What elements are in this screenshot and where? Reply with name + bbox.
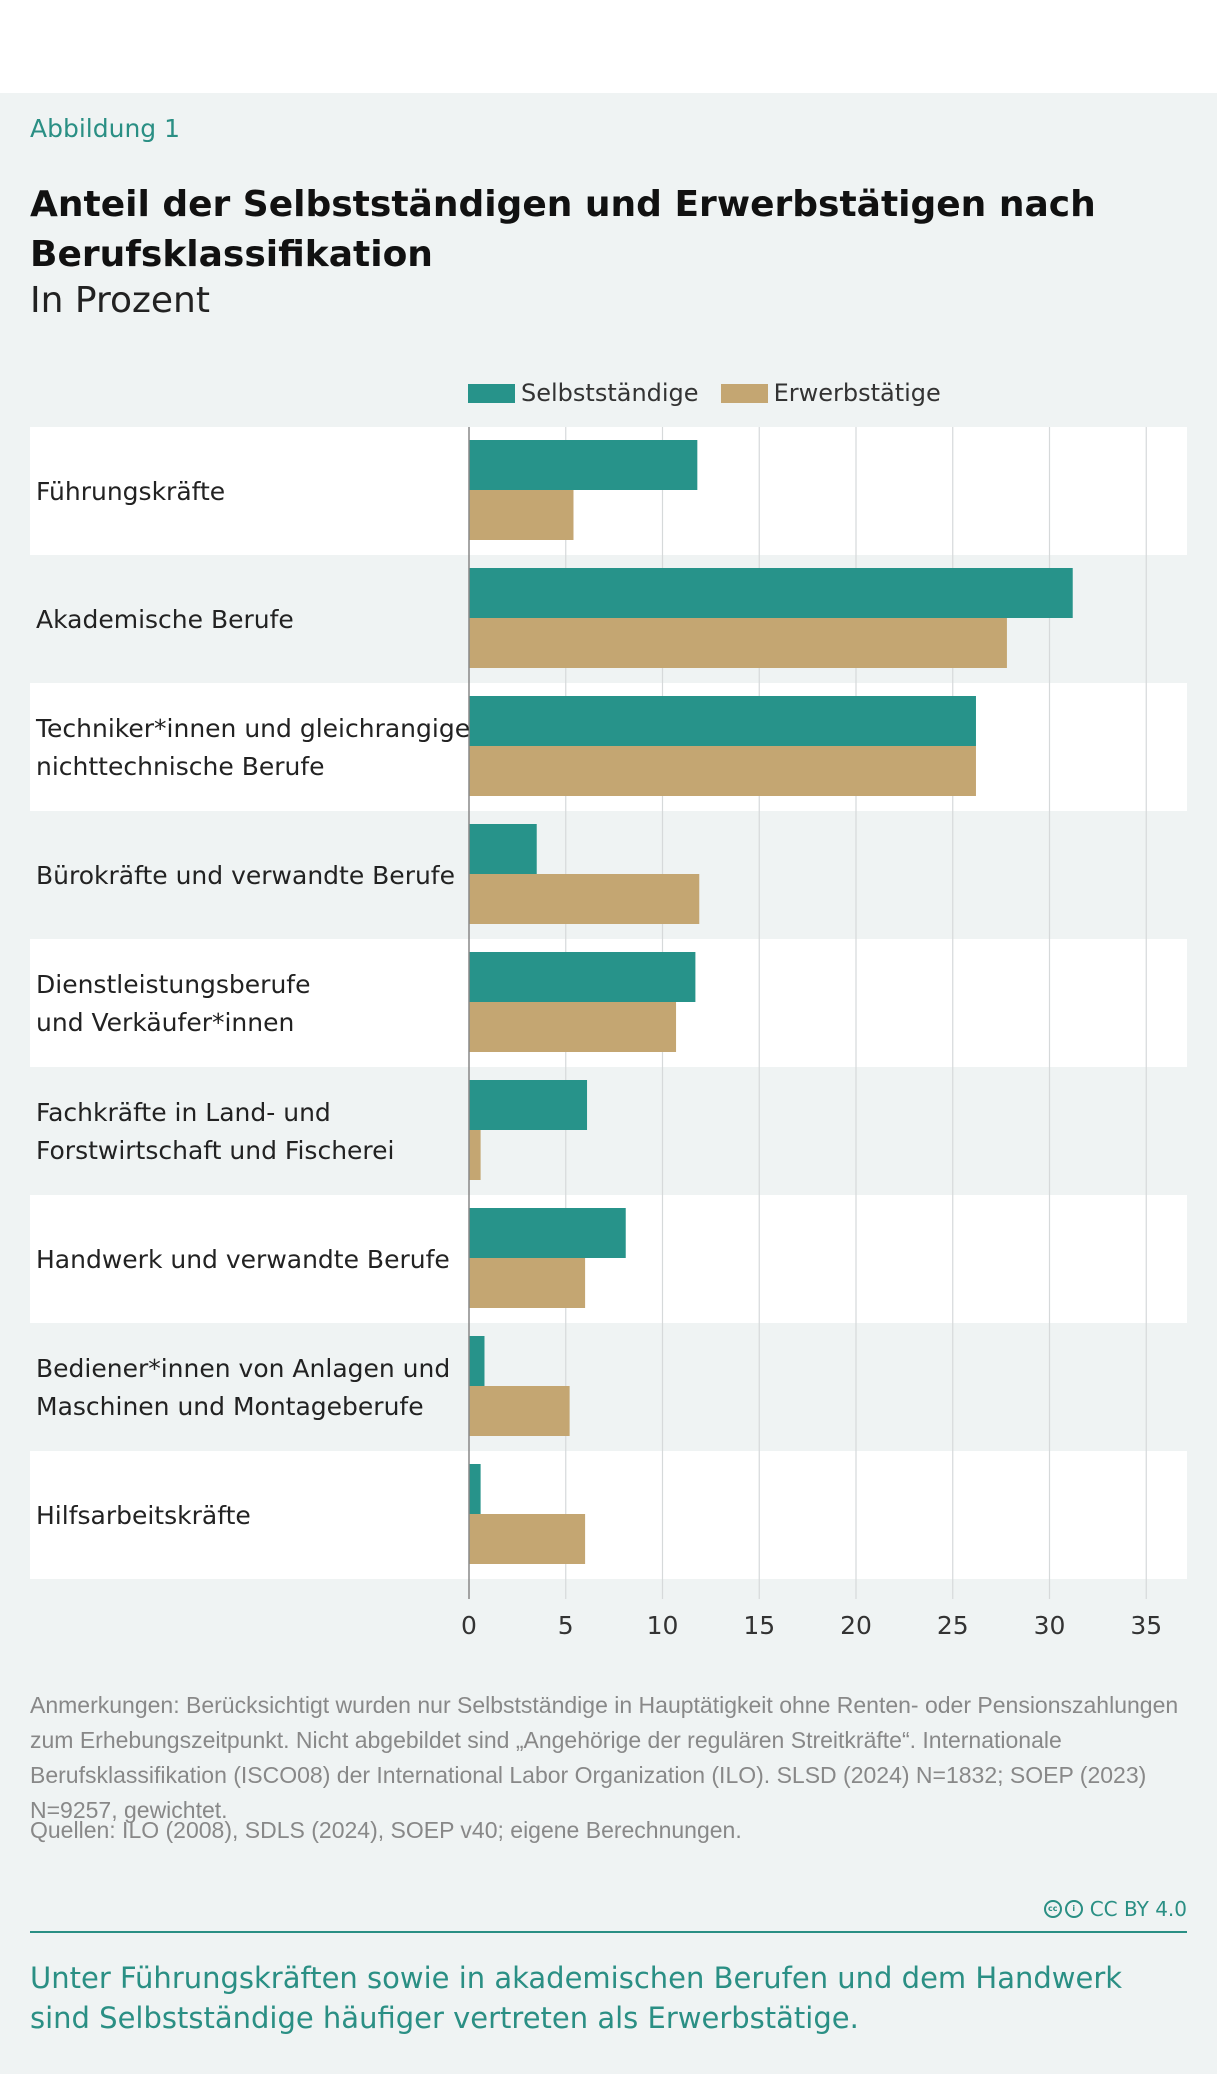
- category-label: Forstwirtschaft und Fischerei: [36, 1136, 394, 1165]
- divider: [30, 1931, 1187, 1933]
- chart-notes: Anmerkungen: Berücksichtigt wurden nur S…: [30, 1692, 1179, 1823]
- bar-erwerbstaetige: [469, 1002, 677, 1052]
- bar-selbststaendige: [469, 1464, 481, 1514]
- x-tick-label: 20: [840, 1611, 872, 1640]
- bar-chart: Führungskräfte Akademische Berufe Technike…: [30, 427, 1187, 1640]
- category-label: Techniker*innen und gleichrangige: [35, 714, 470, 743]
- legend-item-erwerbstaetige: Erwerbstätige: [720, 379, 941, 407]
- category-label: Führungskräfte: [36, 477, 225, 506]
- category-label: Bürokräfte und verwandte Berufe: [36, 861, 455, 890]
- bar-erwerbstaetige: [469, 618, 1007, 668]
- license-badge: cc i CC BY 4.0: [1043, 1897, 1187, 1921]
- bar-erwerbstaetige: [469, 874, 700, 924]
- legend-swatch-erwerbstaetige: [720, 383, 768, 403]
- legend-item-selbststaendige: Selbstständige: [468, 379, 699, 407]
- bar-selbststaendige: [469, 824, 537, 874]
- x-tick-label: 0: [461, 1611, 477, 1640]
- bar-selbststaendige: [469, 440, 698, 490]
- category-label: Hilfsarbeitskräfte: [36, 1501, 251, 1530]
- x-tick-label: 10: [647, 1611, 679, 1640]
- category-band: [30, 1067, 1187, 1195]
- legend-label-selbststaendige: Selbstständige: [521, 379, 699, 407]
- bar-selbststaendige: [469, 1336, 485, 1386]
- bar-erwerbstaetige: [469, 1258, 586, 1308]
- bar-selbststaendige: [469, 1080, 588, 1130]
- bar-selbststaendige: [469, 1208, 626, 1258]
- category-label: Handwerk und verwandte Berufe: [36, 1245, 450, 1274]
- x-tick-label: 15: [743, 1611, 775, 1640]
- bar-erwerbstaetige: [469, 1514, 586, 1564]
- legend-label-erwerbstaetige: Erwerbstätige: [773, 379, 941, 407]
- chart-sources: Quellen: ILO (2008), SDLS (2024), SOEP v…: [30, 1817, 742, 1843]
- category-band: [30, 1451, 1187, 1579]
- bar-selbststaendige: [469, 696, 976, 746]
- cc-icon: cc: [1043, 1900, 1062, 1918]
- x-tick-label: 30: [1034, 1611, 1066, 1640]
- figure-label: Abbildung 1: [30, 114, 181, 143]
- attribution-icon: i: [1064, 1900, 1083, 1918]
- x-tick-label: 35: [1130, 1611, 1162, 1640]
- license-text: CC BY 4.0: [1089, 1897, 1187, 1921]
- category-label: Dienstleistungsberufe: [36, 970, 311, 999]
- chart-takeaway: Unter Führungskräften sowie in akademisc…: [30, 1961, 1123, 2035]
- category-label: Bediener*innen von Anlagen und: [36, 1354, 450, 1383]
- bar-erwerbstaetige: [469, 746, 976, 796]
- bar-erwerbstaetige: [469, 1130, 481, 1180]
- category-label: Akademische Berufe: [36, 605, 294, 634]
- bar-selbststaendige: [469, 568, 1073, 618]
- category-band: [30, 1323, 1187, 1451]
- category-label: Maschinen und Montageberufe: [36, 1392, 424, 1421]
- x-tick-label: 25: [937, 1611, 969, 1640]
- category-label: Fachkräfte in Land- und: [36, 1098, 331, 1127]
- category-label: nichttechnische Berufe: [36, 752, 325, 781]
- bar-erwerbstaetige: [469, 1386, 570, 1436]
- category-label: und Verkäufer*innen: [36, 1008, 294, 1037]
- bar-erwerbstaetige: [469, 490, 574, 540]
- chart-subtitle: In Prozent: [30, 280, 210, 321]
- chart-title: Anteil der Selbstständigen und Erwerbstä…: [30, 184, 1096, 275]
- legend-swatch-selbststaendige: [468, 383, 515, 403]
- x-tick-label: 5: [558, 1611, 574, 1640]
- chart-legend: Selbstständige Erwerbstätige: [468, 378, 963, 408]
- bar-selbststaendige: [469, 952, 696, 1002]
